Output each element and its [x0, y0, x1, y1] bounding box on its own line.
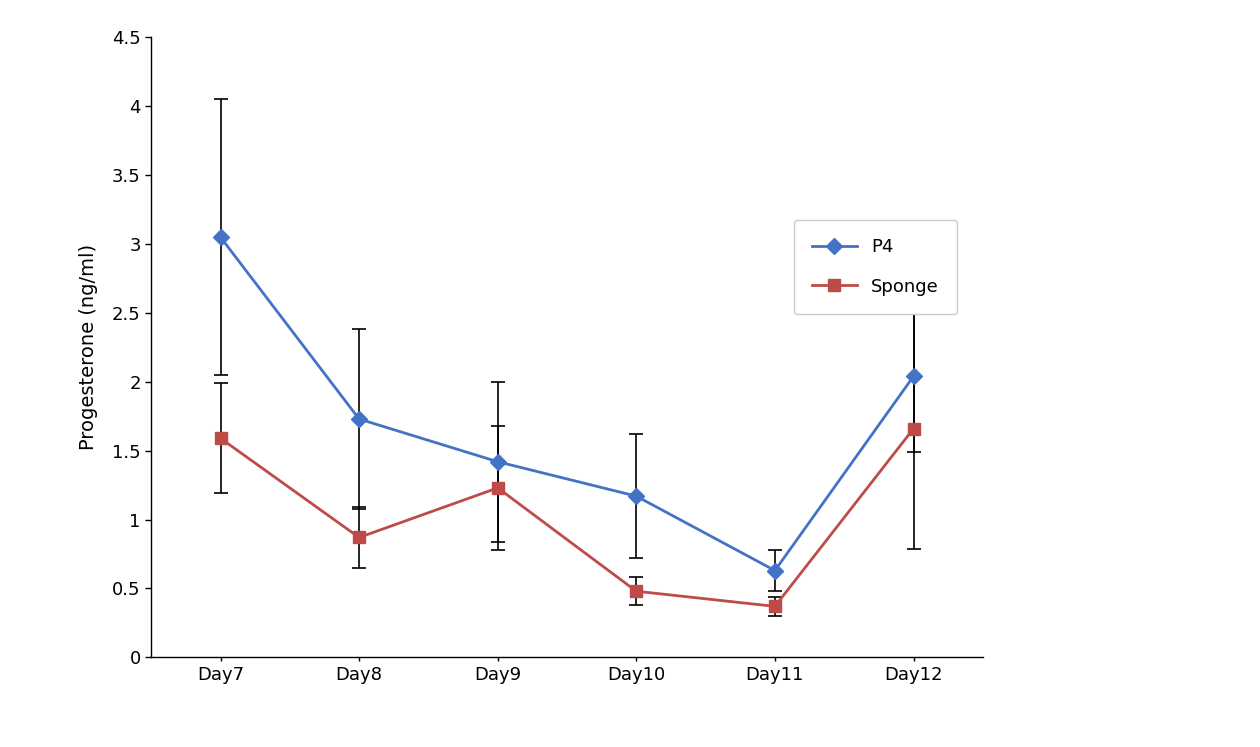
- Y-axis label: Progesterone (ng/ml): Progesterone (ng/ml): [79, 244, 98, 450]
- Legend: P4, Sponge: P4, Sponge: [794, 220, 958, 314]
